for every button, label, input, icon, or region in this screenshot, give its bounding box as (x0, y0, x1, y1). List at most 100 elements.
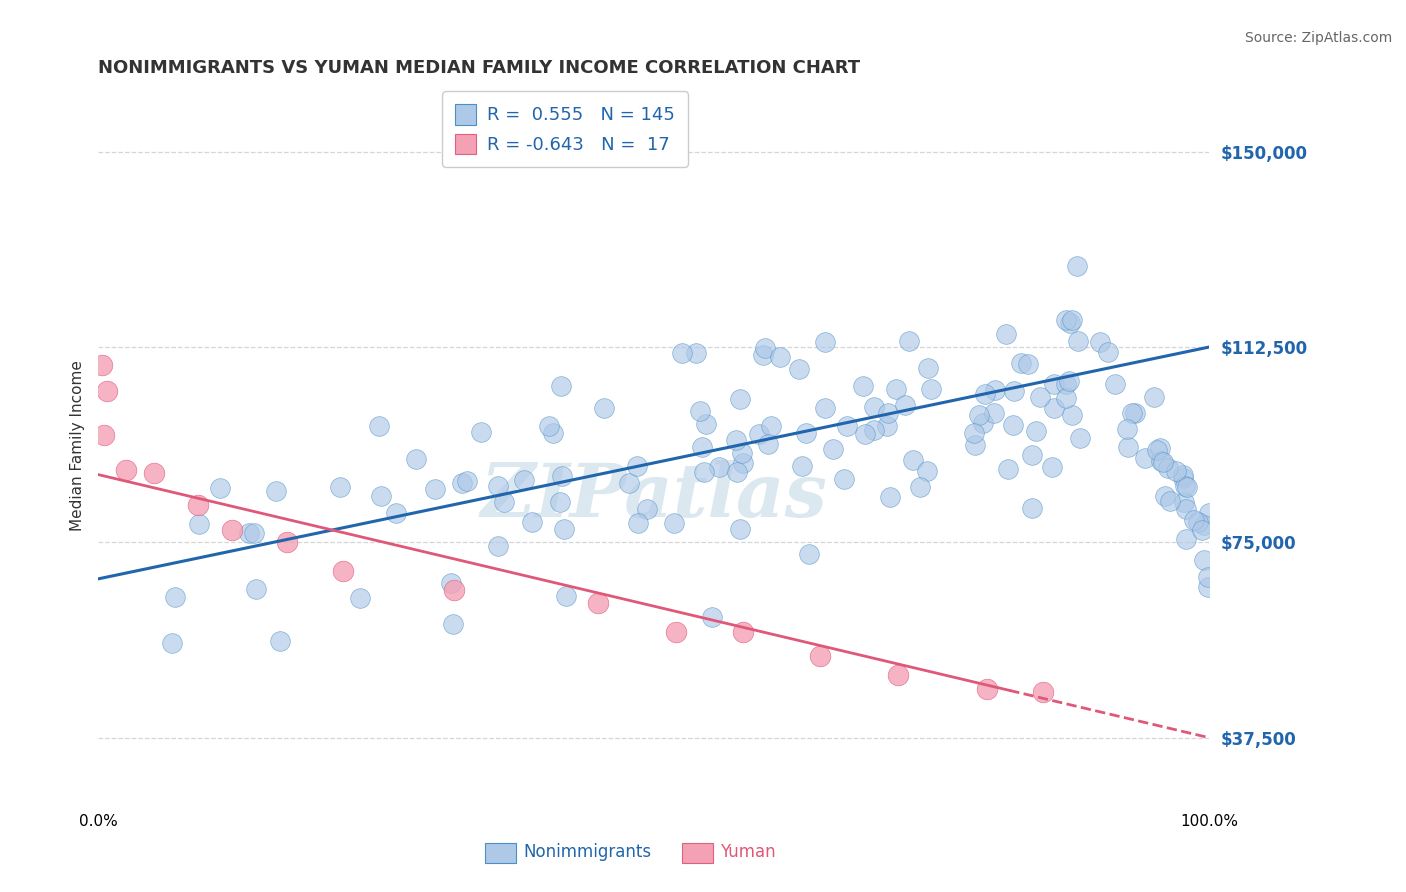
Point (794, 425, 817, 440)
Point (1198, 506, 1220, 520)
Point (1197, 570, 1219, 584)
Point (187, 499, 209, 513)
Point (1066, 259, 1088, 273)
Point (887, 668, 910, 682)
Point (897, 334, 920, 348)
Point (1159, 493, 1181, 508)
Point (1066, 334, 1088, 348)
Point (1175, 480, 1198, 494)
Point (470, 425, 492, 440)
Point (1175, 532, 1198, 546)
Point (1054, 377, 1077, 392)
Point (702, 609, 724, 624)
Point (1021, 448, 1043, 462)
Point (915, 464, 938, 478)
Point (995, 326, 1018, 341)
Point (963, 426, 986, 441)
Point (90, 359, 112, 373)
Point (863, 423, 886, 437)
Point (553, 522, 575, 536)
Point (555, 590, 578, 604)
Point (1054, 392, 1077, 406)
Point (1032, 684, 1054, 698)
Point (1069, 431, 1091, 445)
Point (1187, 515, 1209, 529)
Point (115, 463, 138, 477)
Point (862, 400, 884, 414)
Point (1182, 513, 1205, 527)
Point (245, 582, 267, 596)
Point (731, 625, 754, 640)
Point (1174, 479, 1197, 493)
Point (450, 476, 472, 491)
Point (405, 451, 427, 466)
Point (1097, 344, 1119, 359)
Point (269, 634, 291, 648)
Point (160, 636, 183, 650)
Point (1104, 376, 1126, 391)
Point (664, 516, 686, 530)
Point (754, 342, 776, 356)
Point (787, 361, 810, 376)
Point (974, 387, 997, 401)
Point (879, 491, 901, 505)
Point (665, 624, 688, 639)
Point (264, 483, 287, 498)
Point (689, 404, 711, 418)
Point (626, 458, 648, 473)
Point (592, 401, 614, 416)
Point (769, 350, 792, 364)
Point (894, 398, 917, 412)
Text: Source: ZipAtlas.com: Source: ZipAtlas.com (1244, 31, 1392, 45)
Point (1017, 357, 1039, 371)
Point (550, 379, 572, 393)
Point (797, 547, 820, 561)
Point (537, 419, 560, 434)
Point (486, 539, 509, 553)
Point (821, 442, 844, 456)
Text: ZIPatlas: ZIPatlas (481, 459, 827, 533)
Point (876, 418, 898, 433)
Point (731, 456, 754, 470)
Point (1171, 471, 1194, 485)
Point (810, 648, 832, 663)
Point (1059, 374, 1081, 388)
Point (551, 469, 574, 483)
Point (329, 480, 352, 494)
Point (730, 523, 752, 537)
Point (1062, 408, 1084, 422)
Point (814, 335, 837, 350)
Point (370, 490, 392, 504)
Point (969, 408, 991, 422)
Point (997, 461, 1019, 475)
Point (513, 473, 536, 487)
Point (163, 591, 186, 605)
Point (877, 406, 900, 420)
Point (832, 472, 855, 486)
Point (983, 406, 1005, 420)
Point (520, 515, 543, 529)
Point (692, 440, 714, 454)
Point (1149, 442, 1171, 456)
Y-axis label: Median Family Income: Median Family Income (69, 360, 84, 532)
Point (1116, 440, 1139, 454)
Point (550, 495, 572, 509)
Point (963, 438, 986, 452)
Point (1174, 501, 1197, 516)
Point (541, 425, 564, 440)
Point (685, 345, 707, 359)
Point (617, 476, 640, 491)
Point (588, 596, 610, 610)
Point (693, 465, 716, 479)
Point (1143, 391, 1166, 405)
Point (238, 525, 260, 540)
Point (835, 418, 858, 433)
Point (1146, 443, 1168, 458)
Legend: R =  0.555   N = 145, R = -0.643   N =  17: R = 0.555 N = 145, R = -0.643 N = 17 (441, 91, 688, 167)
Point (972, 416, 994, 430)
Point (385, 506, 408, 520)
Point (486, 478, 509, 492)
Point (349, 591, 371, 605)
Point (1171, 467, 1194, 482)
Point (1021, 501, 1043, 516)
